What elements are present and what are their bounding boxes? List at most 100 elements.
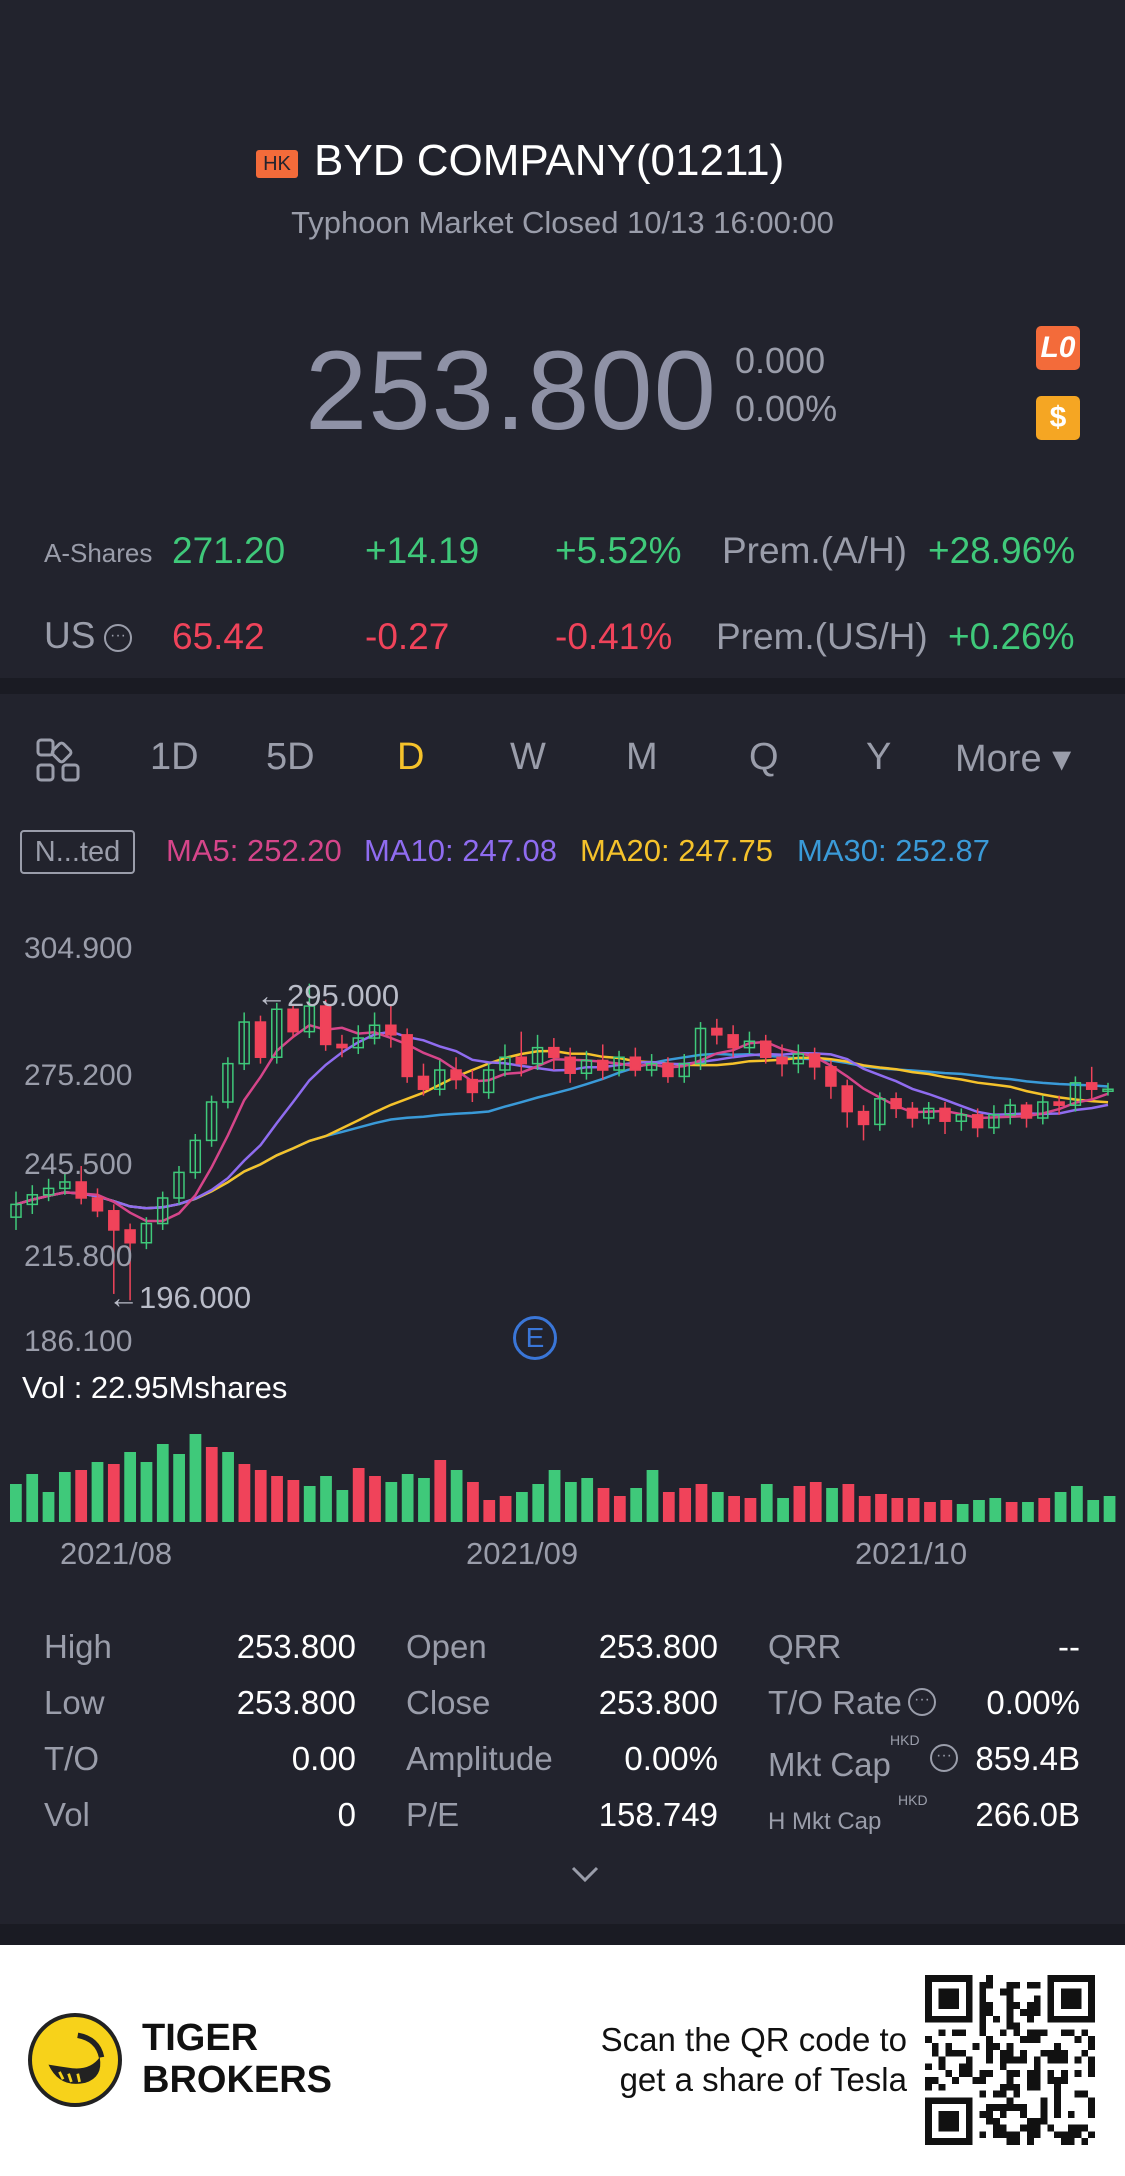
candle-body bbox=[1102, 1088, 1114, 1092]
candle-body bbox=[727, 1034, 739, 1049]
us-price: 65.42 bbox=[172, 616, 265, 657]
volume-bar bbox=[646, 1470, 659, 1522]
candle-body bbox=[385, 1024, 397, 1036]
stat-label-high: High bbox=[44, 1628, 112, 1665]
tiger-logo-icon bbox=[28, 2013, 122, 2107]
candle bbox=[939, 1102, 951, 1135]
level-badge[interactable]: L0 bbox=[1036, 326, 1080, 370]
candle bbox=[450, 1057, 462, 1090]
volume-bar bbox=[695, 1484, 708, 1522]
volume-bar bbox=[809, 1482, 822, 1522]
volume-bar bbox=[1005, 1502, 1018, 1522]
volume-bar bbox=[793, 1486, 806, 1522]
adjust-selector[interactable]: N...ted bbox=[20, 830, 135, 874]
candle bbox=[906, 1102, 919, 1128]
candle bbox=[434, 1060, 446, 1096]
candle bbox=[776, 1044, 788, 1077]
y-tick-label: 304.900 bbox=[24, 932, 133, 965]
tab-more[interactable]: More ▾ bbox=[955, 738, 1072, 780]
volume-bar bbox=[238, 1464, 251, 1522]
volume-bar bbox=[907, 1498, 920, 1522]
volume-bar bbox=[369, 1476, 381, 1522]
volume-bar bbox=[418, 1478, 430, 1522]
candle-body bbox=[1069, 1082, 1082, 1106]
a-shares-change: +14.19 bbox=[365, 530, 480, 571]
candle bbox=[1069, 1076, 1082, 1112]
a-shares-price: 271.20 bbox=[172, 530, 286, 571]
layout-grid-icon[interactable] bbox=[36, 738, 80, 782]
stat-label-qrr: QRR bbox=[768, 1628, 842, 1665]
candle-body bbox=[401, 1034, 413, 1078]
y-tick-label: 275.200 bbox=[24, 1059, 133, 1092]
candle bbox=[303, 983, 316, 1039]
volume-bar bbox=[42, 1492, 55, 1522]
volume-bar bbox=[173, 1454, 185, 1522]
us-label: US bbox=[44, 615, 96, 656]
tab-year[interactable]: Y bbox=[866, 736, 892, 778]
qr-code bbox=[925, 1975, 1095, 2145]
candle bbox=[825, 1060, 837, 1099]
volume-bar bbox=[75, 1470, 88, 1522]
candlestick-chart[interactable] bbox=[0, 940, 1125, 1340]
candle bbox=[385, 1006, 397, 1048]
candle-body bbox=[906, 1107, 919, 1119]
tab-day[interactable]: D bbox=[397, 736, 425, 778]
earnings-marker[interactable]: E bbox=[513, 1316, 557, 1360]
mkt-cap-info-icon[interactable]: ··· bbox=[930, 1744, 958, 1772]
stat-value-to-rate: 0.00% bbox=[986, 1684, 1080, 1721]
volume-bar bbox=[352, 1468, 365, 1522]
more-info-icon[interactable]: ··· bbox=[104, 624, 132, 652]
tab-quarter[interactable]: Q bbox=[749, 736, 779, 778]
candle-body bbox=[42, 1187, 55, 1196]
candle bbox=[971, 1108, 984, 1138]
candle bbox=[75, 1165, 87, 1205]
candle bbox=[874, 1092, 886, 1131]
candle-body bbox=[808, 1053, 821, 1068]
volume-bar bbox=[858, 1496, 871, 1522]
to-rate-info-icon[interactable]: ··· bbox=[908, 1688, 936, 1716]
candle-body bbox=[548, 1046, 560, 1058]
candle bbox=[662, 1057, 674, 1083]
section-divider bbox=[0, 678, 1125, 694]
volume-bar bbox=[385, 1482, 398, 1522]
stat-label-h-mkt-cap: H Mkt Cap bbox=[768, 1808, 882, 1835]
tab-week[interactable]: W bbox=[510, 736, 546, 778]
volume-bar bbox=[630, 1488, 643, 1522]
volume-bar bbox=[940, 1500, 953, 1522]
last-price: 253.800 bbox=[305, 328, 717, 453]
candle-body bbox=[759, 1040, 772, 1058]
prem-ush-value: +0.26% bbox=[948, 616, 1075, 657]
prem-ush-label: Prem.(US/H) bbox=[716, 616, 928, 657]
candle bbox=[156, 1191, 169, 1230]
dollar-badge[interactable]: $ bbox=[1036, 396, 1080, 440]
volume-bar bbox=[956, 1504, 969, 1522]
stat-label-low: Low bbox=[44, 1684, 105, 1721]
candle-body bbox=[841, 1085, 853, 1113]
tab-month[interactable]: M bbox=[626, 736, 658, 778]
volume-bar bbox=[483, 1500, 496, 1522]
ma10-label: MA10: 247.08 bbox=[364, 833, 558, 868]
candle bbox=[417, 1063, 430, 1096]
candle bbox=[808, 1047, 821, 1080]
volume-bar bbox=[548, 1470, 561, 1522]
y-tick-label: 215.800 bbox=[24, 1240, 133, 1273]
tab-1d[interactable]: 1D bbox=[150, 736, 199, 778]
brand-line-1: TIGER bbox=[142, 2017, 259, 2059]
candle bbox=[26, 1185, 39, 1214]
volume-bar bbox=[499, 1496, 512, 1522]
candle-body bbox=[59, 1181, 71, 1190]
candle bbox=[645, 1054, 658, 1077]
candle bbox=[711, 1018, 723, 1045]
candle bbox=[988, 1105, 1000, 1135]
chevron-down-icon[interactable] bbox=[567, 1862, 603, 1886]
candle-body bbox=[629, 1056, 642, 1071]
volume-bar bbox=[891, 1498, 904, 1522]
tab-5d[interactable]: 5D bbox=[266, 736, 315, 778]
candle-body bbox=[922, 1107, 935, 1119]
volume-bar bbox=[1038, 1498, 1051, 1522]
volume-bar bbox=[287, 1480, 300, 1522]
candle-body bbox=[678, 1062, 690, 1078]
ma20-line bbox=[15, 1049, 1109, 1210]
candle-body bbox=[319, 1005, 332, 1046]
candle bbox=[596, 1044, 609, 1080]
